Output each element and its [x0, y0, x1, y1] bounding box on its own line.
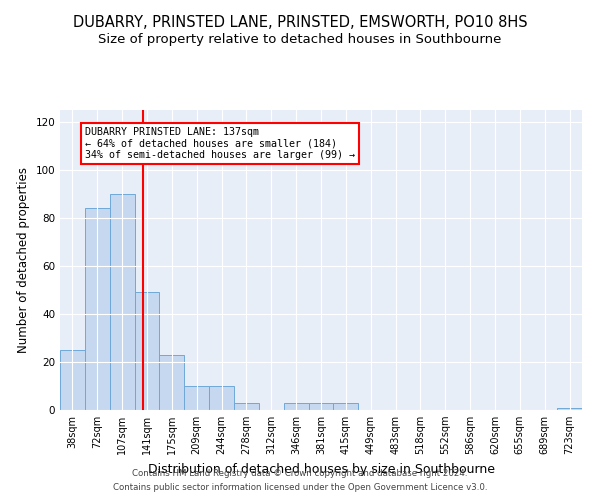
- Bar: [184, 386, 209, 410]
- Bar: [110, 194, 134, 410]
- Text: Size of property relative to detached houses in Southbourne: Size of property relative to detached ho…: [98, 32, 502, 46]
- Bar: [334, 403, 358, 410]
- Bar: [234, 403, 259, 410]
- Text: Contains public sector information licensed under the Open Government Licence v3: Contains public sector information licen…: [113, 484, 487, 492]
- Bar: [284, 403, 308, 410]
- Bar: [209, 386, 234, 410]
- X-axis label: Distribution of detached houses by size in Southbourne: Distribution of detached houses by size …: [148, 462, 494, 475]
- Y-axis label: Number of detached properties: Number of detached properties: [17, 167, 30, 353]
- Bar: [60, 350, 85, 410]
- Bar: [308, 403, 334, 410]
- Bar: [557, 408, 582, 410]
- Text: DUBARRY PRINSTED LANE: 137sqm
← 64% of detached houses are smaller (184)
34% of : DUBARRY PRINSTED LANE: 137sqm ← 64% of d…: [85, 127, 355, 160]
- Bar: [160, 355, 184, 410]
- Text: DUBARRY, PRINSTED LANE, PRINSTED, EMSWORTH, PO10 8HS: DUBARRY, PRINSTED LANE, PRINSTED, EMSWOR…: [73, 15, 527, 30]
- Bar: [85, 208, 110, 410]
- Text: Contains HM Land Registry data © Crown copyright and database right 2024.: Contains HM Land Registry data © Crown c…: [132, 468, 468, 477]
- Bar: [134, 292, 160, 410]
